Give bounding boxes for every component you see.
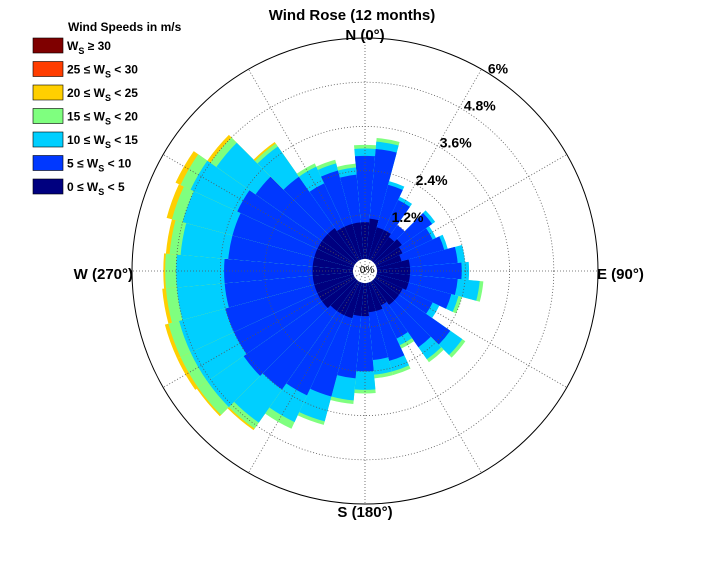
legend-title: Wind Speeds in m/s xyxy=(68,20,182,34)
polar-grid xyxy=(131,37,599,505)
sector-120-bin-0 xyxy=(374,276,403,295)
legend: Wind Speeds in m/s WS ≥ 30 25 ≤ WS < 30 20… xyxy=(32,20,182,197)
sector-10-bin-0 xyxy=(366,218,379,260)
grid-ring-3 xyxy=(175,81,555,461)
sector-250-bin-0 xyxy=(314,274,355,294)
sector-300-bin-0 xyxy=(317,240,356,266)
grid-ring-1 xyxy=(264,170,466,372)
sector-230-bin-0 xyxy=(321,277,357,309)
sector-220-bin-0 xyxy=(330,279,359,312)
sector-320-bin-0 xyxy=(327,227,359,263)
west-label: W (270°) xyxy=(74,266,133,283)
legend-label-ge30: WS ≥ 30 xyxy=(67,39,111,56)
grid-ring-0 xyxy=(308,214,422,328)
legend-label-25-30: 25 ≤ WS < 30 xyxy=(67,63,138,80)
sector-190-bin-0 xyxy=(353,282,364,316)
sector-140-bin-0 xyxy=(371,279,395,305)
sector-290-bin-0 xyxy=(314,248,355,268)
legend-swatch-0-5 xyxy=(32,178,64,195)
center-label: 0% xyxy=(360,265,375,276)
sector-310-bin-0 xyxy=(321,233,357,265)
legend-swatch-5-10 xyxy=(32,155,64,171)
sector-90-bin-0 xyxy=(376,267,411,275)
sector-260-bin-0 xyxy=(312,272,354,285)
ring-label-0: 1.2% xyxy=(392,209,424,225)
legend-label-0-5: 0 ≤ WS < 5 xyxy=(67,180,125,197)
sector-280-bin-0 xyxy=(312,257,354,270)
sector-70-bin-0 xyxy=(375,255,402,268)
sector-270-bin-0 xyxy=(312,266,354,276)
sector-240-bin-0 xyxy=(317,276,356,302)
sector-50-bin-0 xyxy=(373,239,402,265)
sector-130-bin-0 xyxy=(373,277,399,301)
sector-160-bin-0 xyxy=(368,281,383,312)
grid-ring-4 xyxy=(131,37,599,505)
sector-340-bin-0 xyxy=(344,223,362,261)
sector-270-bin-1 xyxy=(224,258,354,284)
ring-label-1: 2.4% xyxy=(416,172,448,188)
east-label: E (90°) xyxy=(597,266,644,283)
legend-label-20-25: 20 ≤ WS < 25 xyxy=(67,86,138,103)
legend-swatch-20-25 xyxy=(32,84,64,101)
sector-20-bin-0 xyxy=(368,227,385,261)
sector-170-bin-0 xyxy=(366,282,376,313)
sector-30-bin-0 xyxy=(370,230,391,262)
legend-swatch-10-15 xyxy=(32,131,64,148)
sector-200-bin-0 xyxy=(344,281,362,319)
sector-60-bin-0 xyxy=(374,247,403,266)
sector-80-bin-0 xyxy=(376,259,410,270)
sector-180-bin-1 xyxy=(356,282,374,372)
chart-title: Wind Rose (12 months) xyxy=(269,7,436,24)
legend-label-15-20: 15 ≤ WS < 20 xyxy=(67,110,138,127)
ring-labels: 1.2% 2.4% 3.6% 4.8% 6% xyxy=(392,61,509,225)
sector-40-bin-0 xyxy=(371,237,395,263)
ring-label-2: 3.6% xyxy=(440,135,472,151)
sector-100-bin-0 xyxy=(376,272,410,283)
south-label: S (180°) xyxy=(337,504,392,521)
legend-label-10-15: 10 ≤ WS < 15 xyxy=(67,133,138,150)
ring-label-3: 4.8% xyxy=(464,98,496,114)
legend-label-5-10: 5 ≤ WS < 10 xyxy=(67,157,132,174)
wind-rose-sectors xyxy=(162,134,484,431)
legend-swatch-25-30 xyxy=(32,61,64,77)
sector-110-bin-0 xyxy=(375,274,409,291)
ring-label-4: 6% xyxy=(488,61,509,77)
legend-swatch-15-20 xyxy=(32,108,64,124)
north-label: N (0°) xyxy=(345,27,384,44)
sector-180-bin-0 xyxy=(361,282,369,317)
legend-swatch-ge30 xyxy=(32,37,64,54)
sector-350-bin-0 xyxy=(352,222,364,260)
